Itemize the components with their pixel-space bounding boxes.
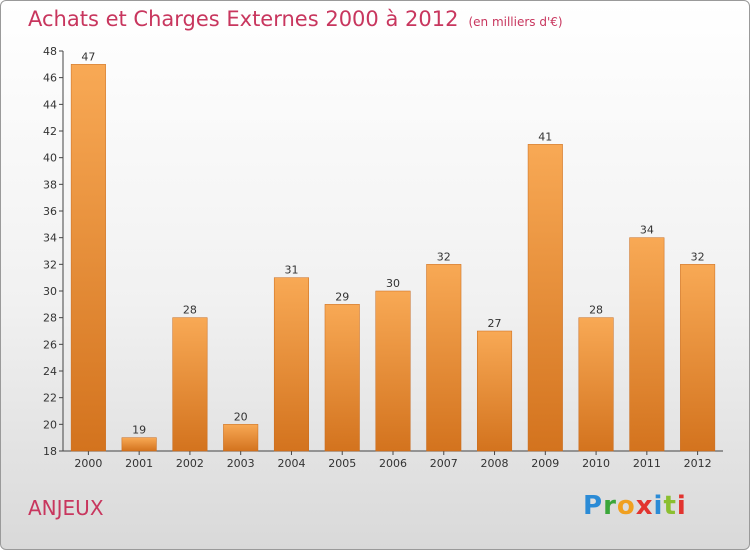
- y-tick-label: 34: [43, 232, 57, 245]
- x-tick-label: 2008: [481, 457, 509, 470]
- bar-value-label: 19: [132, 424, 146, 437]
- x-tick-label: 2010: [582, 457, 610, 470]
- x-tick-label: 2009: [531, 457, 559, 470]
- bar-value-label: 32: [691, 250, 705, 263]
- bar-value-label: 28: [589, 304, 603, 317]
- bar-2003: [223, 424, 259, 452]
- chart-title-text: Achats et Charges Externes 2000 à 2012: [28, 7, 459, 31]
- bar-value-label: 41: [538, 130, 552, 143]
- y-tick-label: 30: [43, 285, 57, 298]
- bar-2007: [426, 264, 462, 452]
- y-tick-label: 20: [43, 418, 57, 431]
- x-tick-label: 2007: [430, 457, 458, 470]
- bar-2000: [70, 64, 106, 452]
- bar-value-label: 28: [183, 304, 197, 317]
- y-tick-label: 26: [43, 338, 57, 351]
- y-tick-label: 36: [43, 205, 57, 218]
- commune-name: ANJEUX: [28, 496, 104, 520]
- y-tick-label: 40: [43, 152, 57, 165]
- x-tick-label: 2002: [176, 457, 204, 470]
- y-tick-label: 38: [43, 178, 57, 191]
- y-tick-label: 48: [43, 45, 57, 58]
- x-tick-label: 2012: [684, 457, 712, 470]
- bar-2006: [375, 290, 411, 452]
- bar-value-label: 31: [284, 264, 298, 277]
- logo-letter: t: [663, 491, 677, 521]
- bar-value-label: 34: [640, 224, 654, 237]
- y-tick-label: 42: [43, 125, 57, 138]
- y-tick-label: 28: [43, 312, 57, 325]
- y-tick-label: 46: [43, 72, 57, 85]
- bar-2009: [527, 144, 563, 452]
- y-tick-label: 18: [43, 445, 57, 458]
- logo-letter: r: [603, 491, 617, 521]
- bar-2005: [324, 304, 360, 452]
- chart-axes: 18 20 22 24 26 28 30 32 34 36 38 40 42 44 46 48: [43, 45, 723, 458]
- chart-subtitle: (en milliers d'€): [468, 15, 563, 29]
- bar-2004: [273, 277, 309, 452]
- y-tick-label: 22: [43, 392, 57, 405]
- bar-value-label: 30: [386, 277, 400, 290]
- bar-2011: [629, 237, 665, 452]
- x-tick-label: 2011: [633, 457, 661, 470]
- y-tick-label: 24: [43, 365, 57, 378]
- bar-2008: [477, 330, 513, 452]
- x-tick-label: 2006: [379, 457, 407, 470]
- chart-labels: 2000 47 2001 19 2002 28 2003 20 2004 31 2005 29 2006…: [74, 50, 711, 470]
- chart-bars: [70, 64, 716, 452]
- bar-2012: [680, 264, 716, 452]
- x-tick-label: 2001: [125, 457, 153, 470]
- logo-letter: x: [635, 491, 654, 521]
- bar-value-label: 27: [488, 317, 502, 330]
- x-tick-label: 2003: [227, 457, 255, 470]
- logo-letter: o: [616, 491, 636, 521]
- logo-letter: i: [653, 491, 664, 521]
- x-tick-label: 2004: [277, 457, 305, 470]
- bar-value-label: 47: [81, 50, 95, 63]
- y-tick-label: 32: [43, 258, 57, 271]
- logo-letter: P: [583, 491, 604, 521]
- bar-value-label: 29: [335, 290, 349, 303]
- x-tick-label: 2005: [328, 457, 356, 470]
- bar-2002: [172, 317, 208, 452]
- bar-2001: [121, 437, 157, 452]
- chart-title: Achats et Charges Externes 2000 à 2012 (e…: [28, 7, 563, 31]
- y-tick-label: 44: [43, 98, 57, 111]
- x-tick-label: 2000: [74, 457, 102, 470]
- bar-value-label: 32: [437, 250, 451, 263]
- logo-letter: i: [676, 491, 687, 521]
- proxiti-logo[interactable]: Proxiti: [583, 491, 687, 521]
- bar-value-label: 20: [234, 410, 248, 423]
- bar-2010: [578, 317, 614, 452]
